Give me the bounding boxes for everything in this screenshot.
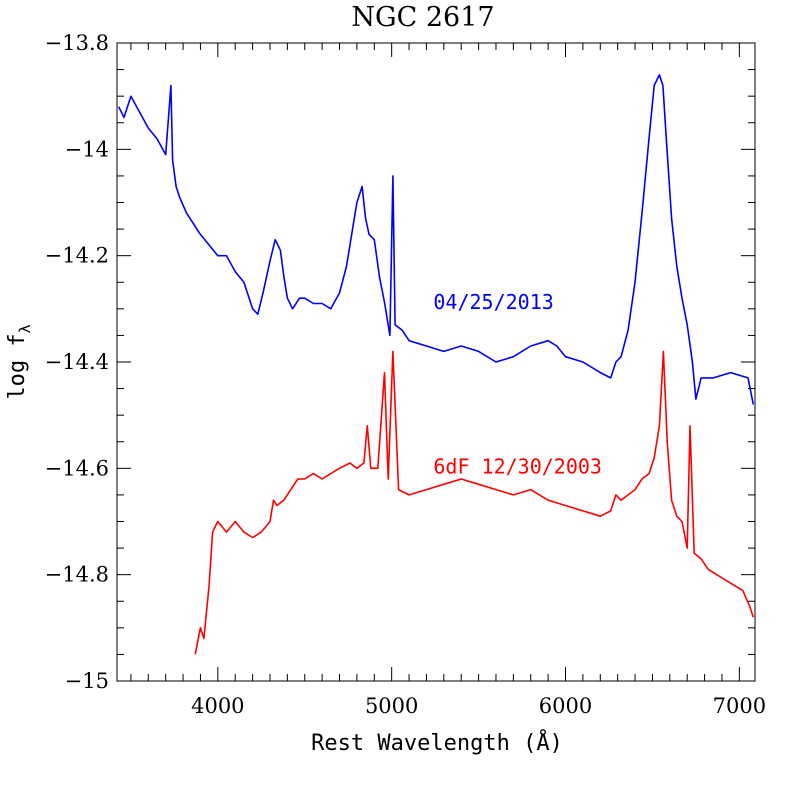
axis-ticks bbox=[117, 42, 755, 682]
x-tick-label: 4000 bbox=[191, 694, 244, 718]
y-tick-label: −15 bbox=[65, 669, 109, 693]
x-axis-label: Rest Wavelength (Å) bbox=[311, 729, 563, 756]
y-tick-label: −14.2 bbox=[45, 244, 109, 268]
y-axis-label-group: log fλ bbox=[5, 324, 34, 399]
plot-frame bbox=[116, 42, 756, 682]
series-layer bbox=[117, 74, 755, 655]
y-tick-label: −14 bbox=[65, 137, 109, 161]
y-tick-label: −14.4 bbox=[45, 350, 109, 374]
series-label-1: 6dF 12/30/2003 bbox=[433, 455, 602, 479]
series-line-1 bbox=[194, 350, 755, 655]
y-axis-label-main: log f bbox=[5, 333, 30, 399]
y-axis-label-subscript: λ bbox=[16, 324, 34, 333]
series-label-0: 04/25/2013 bbox=[433, 290, 553, 314]
x-tick-label: 6000 bbox=[539, 694, 592, 718]
x-tick-label: 5000 bbox=[365, 694, 418, 718]
x-tick-label: 7000 bbox=[713, 694, 766, 718]
series-line-0 bbox=[117, 74, 755, 405]
chart-title: NGC 2617 bbox=[351, 2, 494, 33]
y-tick-label: −14.6 bbox=[45, 456, 109, 480]
y-axis-label: log fλ bbox=[5, 324, 34, 399]
y-tick-label: −13.8 bbox=[45, 31, 109, 55]
y-tick-label: −14.8 bbox=[45, 563, 109, 587]
tick-labels: 4000 5000 6000 7000 −13.8 −14 −14.2 −14.4 −14.6 −… bbox=[45, 31, 766, 718]
